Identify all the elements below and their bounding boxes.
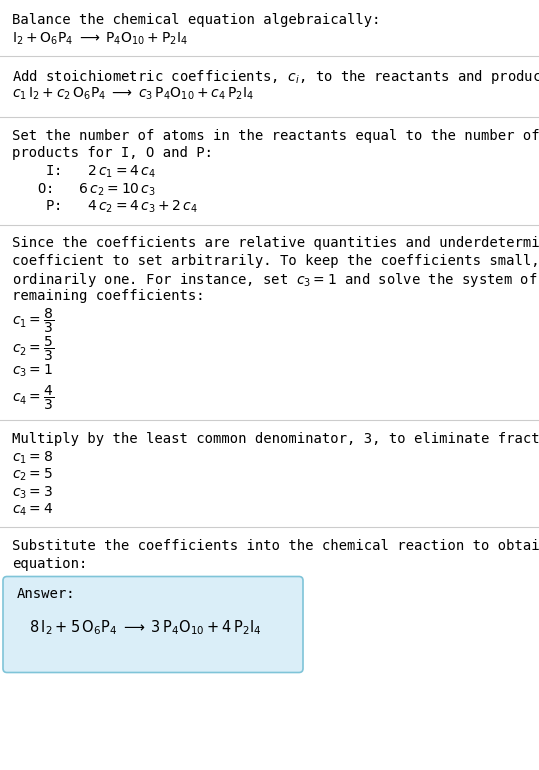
Text: $c_3 = 3$: $c_3 = 3$ bbox=[12, 484, 53, 501]
Text: Substitute the coefficients into the chemical reaction to obtain the balanced: Substitute the coefficients into the che… bbox=[12, 540, 539, 554]
Text: Multiply by the least common denominator, 3, to eliminate fractional coefficient: Multiply by the least common denominator… bbox=[12, 432, 539, 446]
Text: $c_2 = \dfrac{5}{3}$: $c_2 = \dfrac{5}{3}$ bbox=[12, 334, 54, 363]
Text: Set the number of atoms in the reactants equal to the number of atoms in the: Set the number of atoms in the reactants… bbox=[12, 129, 539, 143]
Text: Answer:: Answer: bbox=[17, 588, 75, 601]
Text: equation:: equation: bbox=[12, 557, 87, 571]
Text: Since the coefficients are relative quantities and underdetermined, choose a: Since the coefficients are relative quan… bbox=[12, 236, 539, 250]
Text: $c_4 = \dfrac{4}{3}$: $c_4 = \dfrac{4}{3}$ bbox=[12, 384, 54, 413]
Text: O:   $6\,c_2 = 10\,c_3$: O: $6\,c_2 = 10\,c_3$ bbox=[37, 182, 156, 198]
Text: Add stoichiometric coefficients, $c_i$, to the reactants and products:: Add stoichiometric coefficients, $c_i$, … bbox=[12, 68, 539, 86]
Text: $c_2 = 5$: $c_2 = 5$ bbox=[12, 467, 53, 484]
Text: coefficient to set arbitrarily. To keep the coefficients small, the arbitrary va: coefficient to set arbitrarily. To keep … bbox=[12, 254, 539, 268]
Text: $\mathrm{I}_2 + \mathrm{O}_6\mathrm{P}_4 \;\longrightarrow\; \mathrm{P}_4\mathrm: $\mathrm{I}_2 + \mathrm{O}_6\mathrm{P}_4… bbox=[12, 31, 188, 47]
Text: $c_1 = 8$: $c_1 = 8$ bbox=[12, 450, 53, 466]
Text: P:   $4\,c_2 = 4\,c_3 + 2\,c_4$: P: $4\,c_2 = 4\,c_3 + 2\,c_4$ bbox=[37, 199, 198, 216]
FancyBboxPatch shape bbox=[3, 577, 303, 672]
Text: $8\,\mathrm{I}_2 + 5\,\mathrm{O}_6\mathrm{P}_4 \;\longrightarrow\; 3\,\mathrm{P}: $8\,\mathrm{I}_2 + 5\,\mathrm{O}_6\mathr… bbox=[29, 618, 261, 638]
Text: products for I, O and P:: products for I, O and P: bbox=[12, 146, 213, 160]
Text: $c_1\,\mathrm{I}_2 + c_2\,\mathrm{O}_6\mathrm{P}_4 \;\longrightarrow\; c_3\,\mat: $c_1\,\mathrm{I}_2 + c_2\,\mathrm{O}_6\m… bbox=[12, 85, 254, 102]
Text: $c_3 = 1$: $c_3 = 1$ bbox=[12, 363, 53, 379]
Text: remaining coefficients:: remaining coefficients: bbox=[12, 289, 205, 303]
Text: ordinarily one. For instance, set $c_3 = 1$ and solve the system of equations fo: ordinarily one. For instance, set $c_3 =… bbox=[12, 272, 539, 290]
Text: $c_1 = \dfrac{8}{3}$: $c_1 = \dfrac{8}{3}$ bbox=[12, 306, 54, 335]
Text: Balance the chemical equation algebraically:: Balance the chemical equation algebraica… bbox=[12, 13, 381, 27]
Text: I:   $2\,c_1 = 4\,c_4$: I: $2\,c_1 = 4\,c_4$ bbox=[37, 164, 156, 180]
Text: $c_4 = 4$: $c_4 = 4$ bbox=[12, 502, 53, 518]
